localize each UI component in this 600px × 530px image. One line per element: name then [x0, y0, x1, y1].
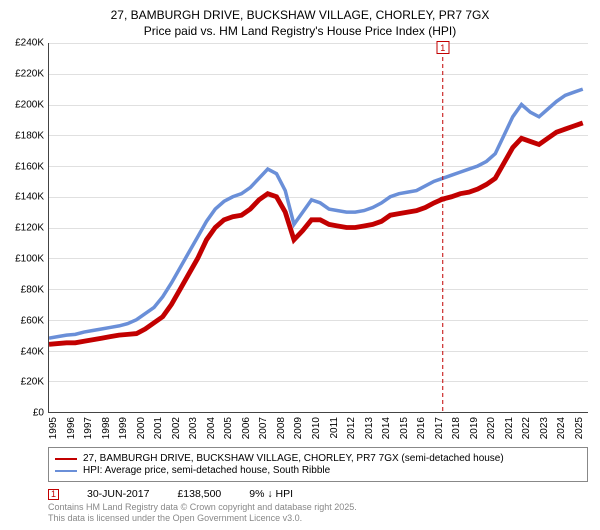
legend: 27, BAMBURGH DRIVE, BUCKSHAW VILLAGE, CH… — [48, 447, 588, 482]
plot-area: 1 — [48, 43, 588, 413]
chart-container: 27, BAMBURGH DRIVE, BUCKSHAW VILLAGE, CH… — [0, 0, 600, 530]
y-tick-label: £60K — [21, 315, 44, 326]
x-tick-label: 2021 — [504, 417, 515, 439]
y-tick-label: £80K — [21, 284, 44, 295]
x-tick-label: 2004 — [206, 417, 217, 439]
x-tick-label: 2005 — [223, 417, 234, 439]
x-tick-label: 2012 — [346, 417, 357, 439]
info-price: £138,500 — [177, 488, 221, 500]
y-tick-label: £220K — [15, 69, 44, 80]
x-tick-label: 2001 — [153, 417, 164, 439]
y-tick-label: £140K — [15, 192, 44, 203]
legend-swatch — [55, 470, 77, 472]
x-tick-label: 1998 — [101, 417, 112, 439]
y-tick-label: £200K — [15, 99, 44, 110]
x-tick-label: 1997 — [83, 417, 94, 439]
x-tick-label: 2014 — [381, 417, 392, 439]
x-tick-label: 2006 — [241, 417, 252, 439]
info-marker-box: 1 — [48, 489, 59, 500]
x-axis: 1995 1996 1997 1998 1999 2000 2001 2002 2003 2004… — [48, 413, 588, 441]
legend-swatch — [55, 458, 77, 460]
x-tick-label: 2015 — [399, 417, 410, 439]
series-line — [49, 123, 583, 344]
x-tick-label: 2020 — [486, 417, 497, 439]
marker-point — [439, 197, 447, 202]
y-tick-label: £0 — [33, 408, 44, 419]
footer-line1: Contains HM Land Registry data © Crown c… — [48, 502, 588, 513]
legend-label: HPI: Average price, semi-detached house,… — [83, 465, 330, 476]
plot-area-wrap: £0£20K£40K£60K£80K£100K£120K£140K£160K£1… — [48, 43, 588, 413]
footer: Contains HM Land Registry data © Crown c… — [48, 502, 588, 524]
legend-item: 27, BAMBURGH DRIVE, BUCKSHAW VILLAGE, CH… — [55, 453, 581, 464]
y-tick-label: £160K — [15, 161, 44, 172]
y-tick-label: £100K — [15, 254, 44, 265]
x-tick-label: 2002 — [171, 417, 182, 439]
x-tick-label: 1999 — [118, 417, 129, 439]
x-tick-label: 2010 — [311, 417, 322, 439]
legend-item: HPI: Average price, semi-detached house,… — [55, 465, 581, 476]
info-date: 30-JUN-2017 — [87, 488, 149, 500]
x-tick-label: 1996 — [66, 417, 77, 439]
x-tick-label: 2007 — [258, 417, 269, 439]
info-row: 1 30-JUN-2017 £138,500 9% ↓ HPI — [48, 488, 588, 500]
x-tick-label: 2009 — [293, 417, 304, 439]
x-tick-label: 2011 — [329, 417, 340, 439]
title-address: 27, BAMBURGH DRIVE, BUCKSHAW VILLAGE, CH… — [8, 8, 592, 24]
title-subtitle: Price paid vs. HM Land Registry's House … — [8, 24, 592, 40]
series-svg — [49, 43, 588, 412]
y-tick-label: £40K — [21, 346, 44, 357]
y-tick-label: £20K — [21, 377, 44, 388]
x-tick-label: 2000 — [136, 417, 147, 439]
chart-title: 27, BAMBURGH DRIVE, BUCKSHAW VILLAGE, CH… — [8, 8, 592, 39]
marker-label-box: 1 — [436, 41, 449, 54]
x-tick-label: 2019 — [469, 417, 480, 439]
x-tick-label: 2018 — [451, 417, 462, 439]
info-hpi-delta: 9% ↓ HPI — [249, 488, 293, 500]
x-tick-label: 2025 — [574, 417, 585, 439]
x-tick-label: 2023 — [539, 417, 550, 439]
x-tick-label: 2016 — [416, 417, 427, 439]
footer-line2: This data is licensed under the Open Gov… — [48, 513, 588, 524]
x-tick-label: 2022 — [521, 417, 532, 439]
x-tick-label: 1995 — [48, 417, 59, 439]
x-tick-label: 2008 — [276, 417, 287, 439]
y-tick-label: £120K — [15, 223, 44, 234]
x-tick-label: 2017 — [434, 417, 445, 439]
y-axis: £0£20K£40K£60K£80K£100K£120K£140K£160K£1… — [8, 43, 46, 413]
x-tick-label: 2013 — [364, 417, 375, 439]
info-marker-label: 1 — [51, 489, 56, 499]
y-tick-label: £180K — [15, 130, 44, 141]
x-tick-label: 2024 — [556, 417, 567, 439]
y-tick-label: £240K — [15, 38, 44, 49]
legend-label: 27, BAMBURGH DRIVE, BUCKSHAW VILLAGE, CH… — [83, 453, 504, 464]
x-tick-label: 2003 — [188, 417, 199, 439]
series-line — [49, 89, 583, 338]
